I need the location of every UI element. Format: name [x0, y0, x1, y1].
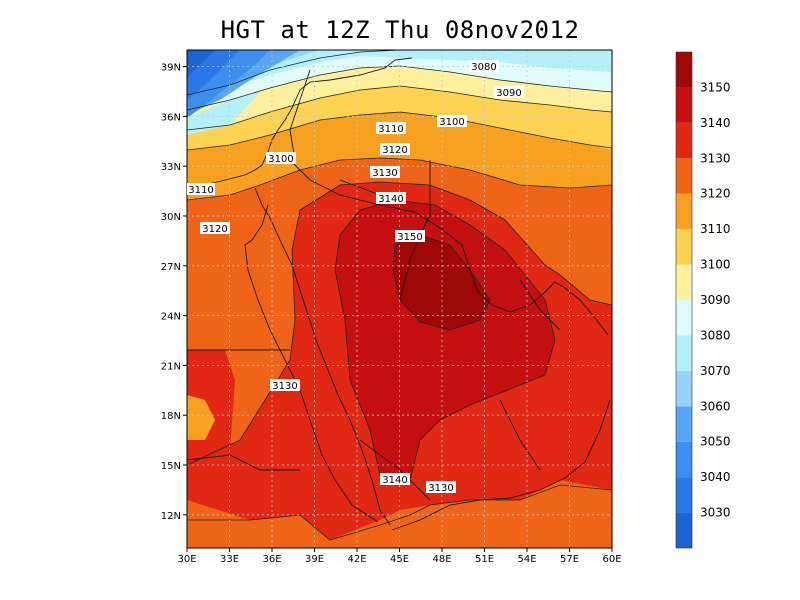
contour-label: 3080: [469, 60, 499, 73]
band-3140-3150: [335, 200, 555, 485]
y-tick-label: 21N: [161, 361, 181, 372]
svg-text:3090: 3090: [496, 88, 521, 99]
band-3150-max: [393, 235, 490, 330]
svg-text:3130: 3130: [372, 168, 397, 179]
x-tick-label: 30E: [177, 554, 196, 565]
colorbar-frame: [675, 51, 693, 549]
y-tick-label: 39N: [161, 63, 181, 74]
contour-label: 3110: [376, 122, 406, 135]
y-tick-label: 36N: [161, 112, 181, 123]
colorbar-swatch: [676, 122, 692, 159]
y-tick-label: 33N: [161, 162, 181, 173]
colorbar-swatch: [676, 477, 692, 513]
colorbar-label: 3130: [700, 151, 731, 165]
colorbar-swatch: [676, 370, 692, 407]
contour-labels: 3080 3090 3100 3110 3120 3130 3140 3150 …: [187, 60, 524, 494]
svg-text:3100: 3100: [439, 117, 464, 128]
x-tick-label: 57E: [560, 554, 579, 565]
contour-label: 3120: [200, 222, 230, 235]
colorbar-swatch: [676, 441, 692, 478]
colorbar-swatch: [676, 406, 692, 442]
svg-text:3140: 3140: [382, 475, 407, 486]
colorbar-label: 3100: [700, 258, 731, 272]
colorbar-label: 3070: [700, 364, 731, 378]
contour-label: 3100: [266, 152, 296, 165]
x-axis: 30E 33E 36E 39E 42E 45E 48E 51E 54E 57E 60E: [177, 548, 622, 565]
contour-label: 3120: [380, 143, 410, 156]
band-3070-3080: [187, 50, 612, 95]
colorbar-swatch: [676, 87, 692, 123]
contour-label: 3130: [426, 481, 456, 494]
svg-text:3120: 3120: [382, 145, 407, 156]
colorbar-label: 3080: [700, 328, 731, 342]
x-tick-label: 39E: [305, 554, 324, 565]
colorbar-swatch: [676, 300, 692, 336]
y-tick-label: 27N: [161, 262, 181, 273]
geography-outlines: [187, 57, 611, 531]
colorbar-label: 3140: [700, 116, 731, 130]
colorbar-swatch: [676, 229, 692, 265]
x-tick-label: 42E: [347, 554, 366, 565]
y-tick-label: 12N: [161, 511, 181, 522]
y-tick-label: 18N: [161, 411, 181, 422]
colorbar: 3030 3040 3050 3060 3070 3080 3090 3100 3110 3120…: [675, 51, 731, 549]
colorbar-label: 3050: [700, 435, 731, 449]
band-south-3120: [187, 485, 612, 548]
x-tick-label: 45E: [390, 554, 409, 565]
colorbar-label: 3090: [700, 293, 731, 307]
y-tick-label: 24N: [161, 312, 181, 323]
contour-label: 3090: [494, 86, 524, 99]
svg-text:3100: 3100: [268, 154, 293, 165]
contour-label: 3140: [376, 192, 406, 205]
colorbar-swatch: [676, 512, 692, 548]
x-tick-label: 48E: [432, 554, 451, 565]
band-edge: [187, 92, 260, 135]
svg-text:3130: 3130: [428, 483, 453, 494]
x-tick-label: 51E: [475, 554, 494, 565]
colorbar-label: 3040: [700, 470, 731, 484]
colorbar-swatch: [676, 193, 692, 230]
colorbar-swatch: [676, 335, 692, 371]
colorbar-label: 3150: [700, 80, 731, 94]
lat-lon-grid: [187, 50, 612, 548]
svg-text:3150: 3150: [397, 232, 422, 243]
svg-text:3110: 3110: [378, 124, 403, 135]
band-west-low: [187, 395, 215, 440]
svg-text:3140: 3140: [378, 194, 403, 205]
y-axis: 12N 15N 18N 21N 24N 27N 30N 33N 36N 39N: [161, 63, 187, 522]
colorbar-swatch: [676, 158, 692, 194]
contour-label: 3110: [187, 183, 215, 196]
colorbar-label: 3120: [700, 187, 731, 201]
x-tick-label: 60E: [602, 554, 621, 565]
svg-text:3080: 3080: [471, 62, 496, 73]
band-3100-3110: [187, 86, 612, 150]
colorbar-label: 3030: [700, 506, 731, 520]
contour-lines: [187, 50, 612, 541]
colorbar-swatch: [676, 264, 692, 300]
svg-text:3120: 3120: [202, 224, 227, 235]
contour-label: 3130: [370, 166, 400, 179]
y-tick-label: 30N: [161, 212, 181, 223]
y-tick-label: 15N: [161, 461, 181, 472]
contour-label: 3100: [437, 115, 467, 128]
colorbar-swatch: [676, 52, 692, 88]
contour-label: 3140: [380, 473, 410, 486]
map-title: HGT at 12Z Thu 08nov2012: [220, 16, 580, 44]
contour-label: 3150: [395, 230, 425, 243]
x-tick-label: 33E: [220, 554, 239, 565]
x-tick-label: 54E: [517, 554, 536, 565]
colorbar-label: 3060: [700, 399, 731, 413]
band-below-3030: [187, 50, 215, 78]
contour-label: 3130: [270, 379, 300, 392]
svg-text:3110: 3110: [188, 185, 213, 196]
colorbar-label: 3110: [700, 222, 731, 236]
x-tick-label: 36E: [262, 554, 281, 565]
svg-text:3130: 3130: [272, 381, 297, 392]
